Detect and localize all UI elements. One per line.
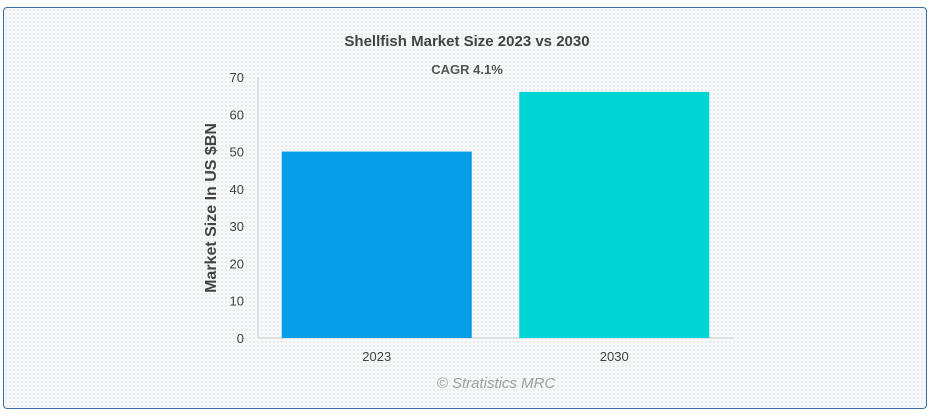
y-axis-title: Market Size In US $BN	[203, 123, 220, 293]
x-tick-label: 2023	[362, 349, 391, 364]
y-tick-label: 60	[230, 107, 244, 122]
y-tick-label: 40	[230, 182, 244, 197]
credit-text: © Stratistics MRC	[437, 375, 556, 392]
x-axis-ticks: 2023 2030	[362, 349, 628, 364]
y-axis-ticks: 0 10 20 30 40 50 60 70	[230, 70, 244, 346]
y-tick-label: 50	[230, 145, 244, 160]
bars-group	[281, 91, 710, 339]
y-tick-label: 20	[230, 256, 244, 271]
y-tick-label: 30	[230, 219, 244, 234]
y-tick-label: 70	[230, 70, 244, 85]
y-tick-label: 0	[237, 331, 244, 346]
x-tick-label: 2030	[600, 349, 629, 364]
chart-subtitle: CAGR 4.1%	[431, 62, 503, 77]
y-tick-label: 10	[230, 294, 244, 309]
bar-2030[interactable]	[519, 91, 710, 339]
bar-2023[interactable]	[281, 151, 472, 338]
chart-title: Shellfish Market Size 2023 vs 2030	[344, 33, 589, 50]
